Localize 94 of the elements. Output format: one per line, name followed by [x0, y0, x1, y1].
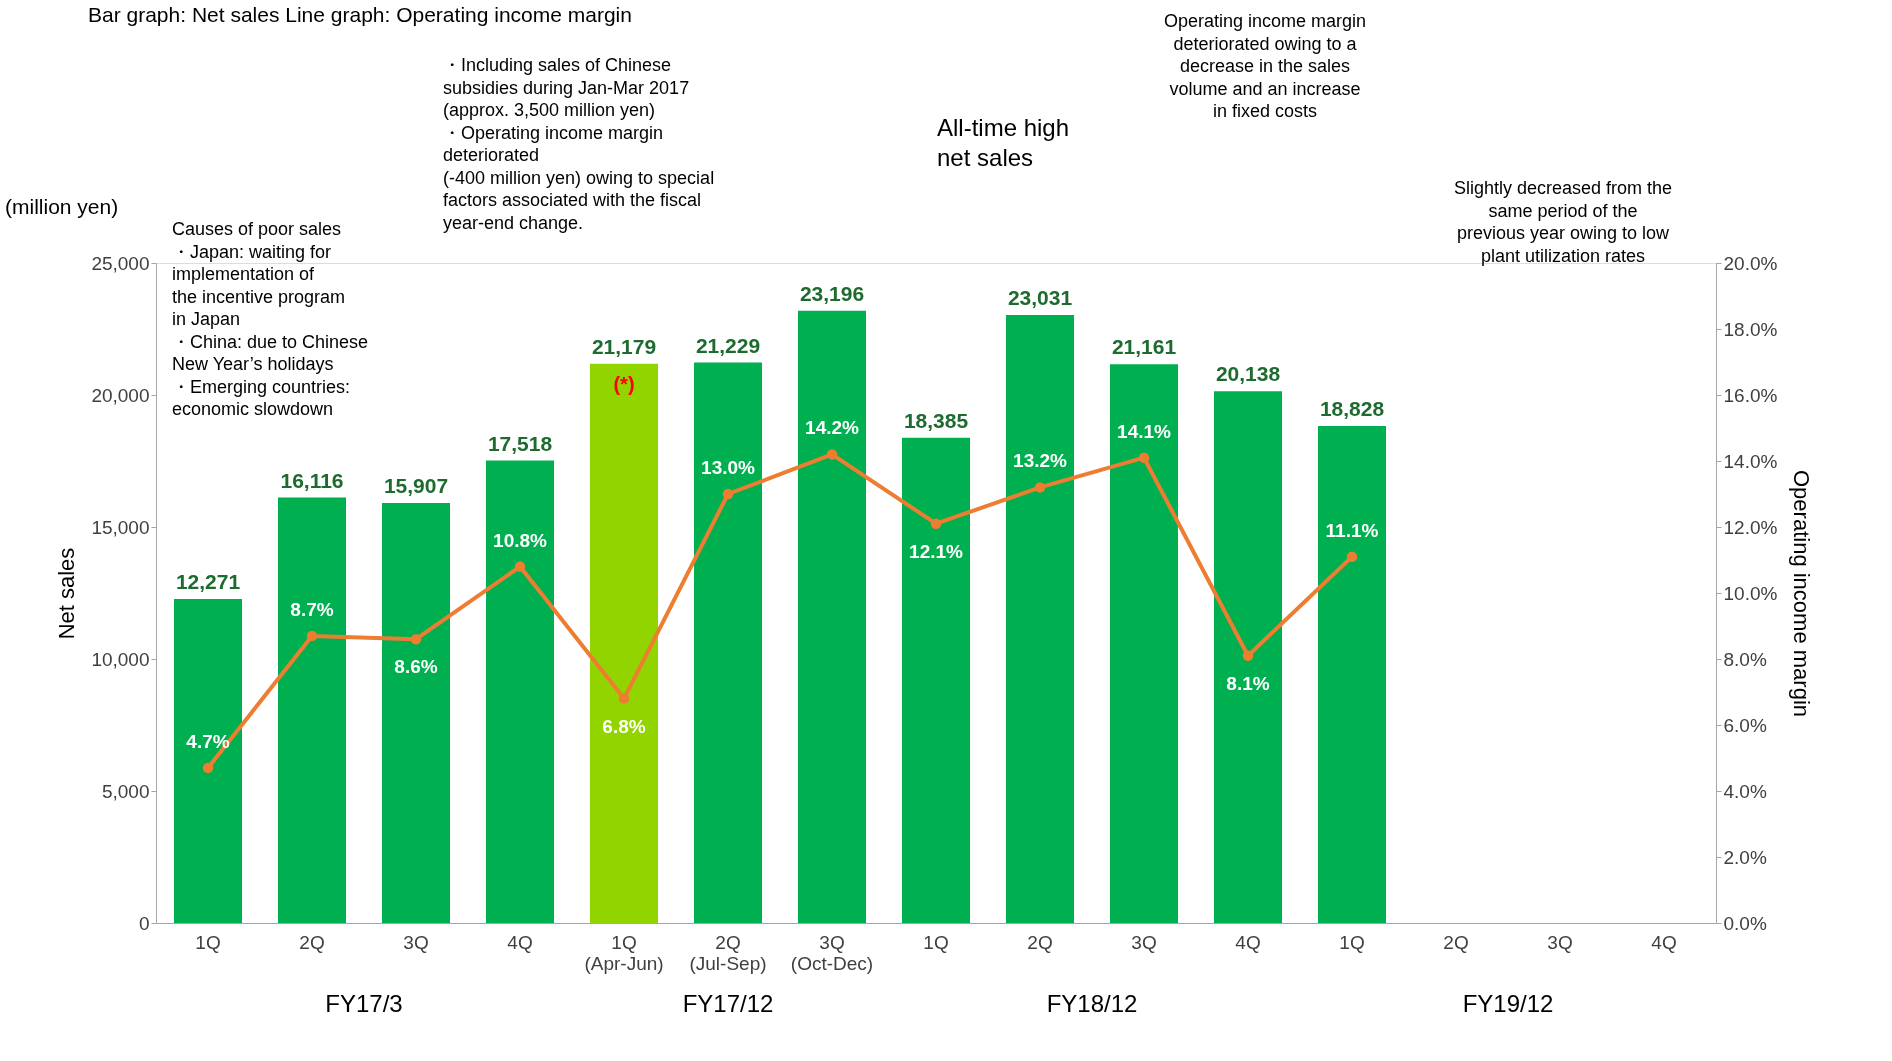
point [1034, 482, 1046, 493]
data-label: 18,828 [1319, 396, 1385, 420]
data-label: 21,229 [695, 333, 761, 357]
x-tick-label: 3Q [403, 931, 429, 953]
y-tick-label: 25,000 [91, 252, 150, 274]
data-label: 13.2% [1013, 450, 1068, 472]
y2-tick-label: 6.0% [1723, 714, 1767, 736]
text: FY19/12 [1462, 990, 1554, 1017]
y2-tick-label: 16.0% [1723, 384, 1778, 406]
data-label: 13.0% [701, 457, 756, 478]
y-tick-label: 10,000 [91, 648, 150, 670]
x-tick-label: 1Q [195, 931, 221, 953]
y2-tick-label: 18.0% [1723, 318, 1778, 340]
x-tick-label: 2Q [1443, 931, 1469, 953]
text: (million yen) [5, 195, 119, 218]
data-label: 6.8% [602, 715, 646, 737]
text: All-time high net sales [937, 114, 1070, 171]
x-tick-label: 4Q [1235, 931, 1261, 953]
x-tick-label: 1Q [923, 931, 949, 953]
data-label: 14.2% [805, 417, 860, 439]
y2-tick-label: 0.0% [1723, 912, 1767, 934]
y2-tick-label: 14.0% [1723, 450, 1778, 472]
point [410, 633, 422, 645]
bar [902, 437, 970, 923]
data-label: 15,907 [383, 474, 449, 498]
x-tick-label: 2Q [299, 931, 325, 953]
point [306, 630, 318, 642]
annotation: (*) [613, 373, 635, 395]
y2-tick-label: 2.0% [1723, 846, 1767, 868]
data-label: 14.1% [1117, 420, 1172, 442]
y-axis-title: Net sales [54, 547, 80, 640]
point [618, 693, 630, 704]
point [1346, 551, 1358, 562]
bar [278, 497, 346, 923]
y-tick-label: 5,000 [101, 780, 150, 802]
x-tick-label: 4Q [507, 931, 533, 953]
text: Operating income margin deteriorated owing to a decrease in the sales volume and an increase in fixed costs [1163, 11, 1367, 121]
data-label: 23,196 [799, 281, 865, 305]
y-tick-label: 20,000 [91, 384, 150, 406]
data-label: 18,385 [903, 408, 969, 432]
y2-axis-title: Operating income margin [1789, 469, 1815, 718]
annotation: Slightly decreased from the same period of the previous year owing to low plant utilization rates [1453, 178, 1673, 266]
text: FY17/12 [682, 990, 774, 1017]
x-tick-label: 1Q (Apr-Jun) [584, 931, 664, 974]
y2-tick-label: 4.0% [1723, 780, 1767, 802]
data-label: 4.7% [186, 730, 230, 752]
data-label: 21,179 [591, 334, 657, 358]
data-label: 17,518 [487, 431, 553, 455]
y2-tick-label: 20.0% [1723, 252, 1778, 274]
point [1138, 452, 1150, 463]
point [514, 561, 526, 572]
bar [590, 363, 658, 923]
data-label: 11.1% [1325, 519, 1379, 541]
bar [382, 503, 450, 923]
point [930, 518, 942, 529]
bar [1318, 425, 1386, 923]
y2-tick-label: 10.0% [1723, 582, 1778, 604]
text: FY17/3 [325, 990, 403, 1017]
bar [1110, 364, 1178, 923]
data-label: 8.7% [290, 598, 334, 620]
data-label: 12,271 [175, 570, 241, 594]
data-label: 20,138 [1215, 362, 1281, 386]
bar [1006, 314, 1074, 923]
x-tick-label: 2Q [1027, 931, 1053, 953]
bar [798, 310, 866, 923]
bar [694, 362, 762, 923]
x-tick-label: 3Q (Oct-Dec) [790, 931, 874, 974]
text: Causes of poor sales ・Japan: waiting for implementation of the incentive program in Japan ・China: due to Chinese New Year’s holidays ・Emerging countries: economic slowdown [172, 219, 369, 419]
x-tick-label: 3Q [1547, 931, 1573, 953]
text: FY18/12 [1046, 990, 1138, 1017]
bar [486, 460, 554, 923]
text: Bar graph: Net sales Line graph: Operating income margin [88, 3, 632, 26]
y2-tick-label: 8.0% [1723, 648, 1767, 670]
y2-tick-label: 12.0% [1723, 516, 1778, 538]
bar [174, 599, 242, 923]
data-label: 12.1% [909, 540, 964, 562]
data-label: 10.8% [493, 529, 548, 551]
y-tick-label: 15,000 [91, 516, 150, 538]
data-label: 16,116 [280, 468, 344, 492]
text: ・Including sales of Chinese subsidies during Jan-Mar 2017 (approx. 3,500 million yen) ・Operating income margin deteriorated (-400 million yen) owing to special factors associated with the fiscal year-end change. [443, 55, 715, 233]
x-tick-label: 3Q [1131, 931, 1157, 953]
data-label: 23,031 [1007, 285, 1073, 309]
point [202, 762, 214, 774]
point [722, 488, 734, 500]
bar [1214, 391, 1282, 923]
y-tick-label: 0 [138, 912, 150, 934]
data-label: 21,161 [1111, 335, 1177, 359]
x-tick-label: 4Q [1651, 931, 1677, 953]
x-tick-label: 1Q [1339, 931, 1365, 953]
data-label: 8.1% [1226, 672, 1270, 694]
point [1242, 650, 1254, 661]
x-tick-label: 2Q (Jul-Sep) [689, 931, 767, 974]
point [826, 449, 838, 460]
data-label: 8.6% [394, 656, 438, 678]
